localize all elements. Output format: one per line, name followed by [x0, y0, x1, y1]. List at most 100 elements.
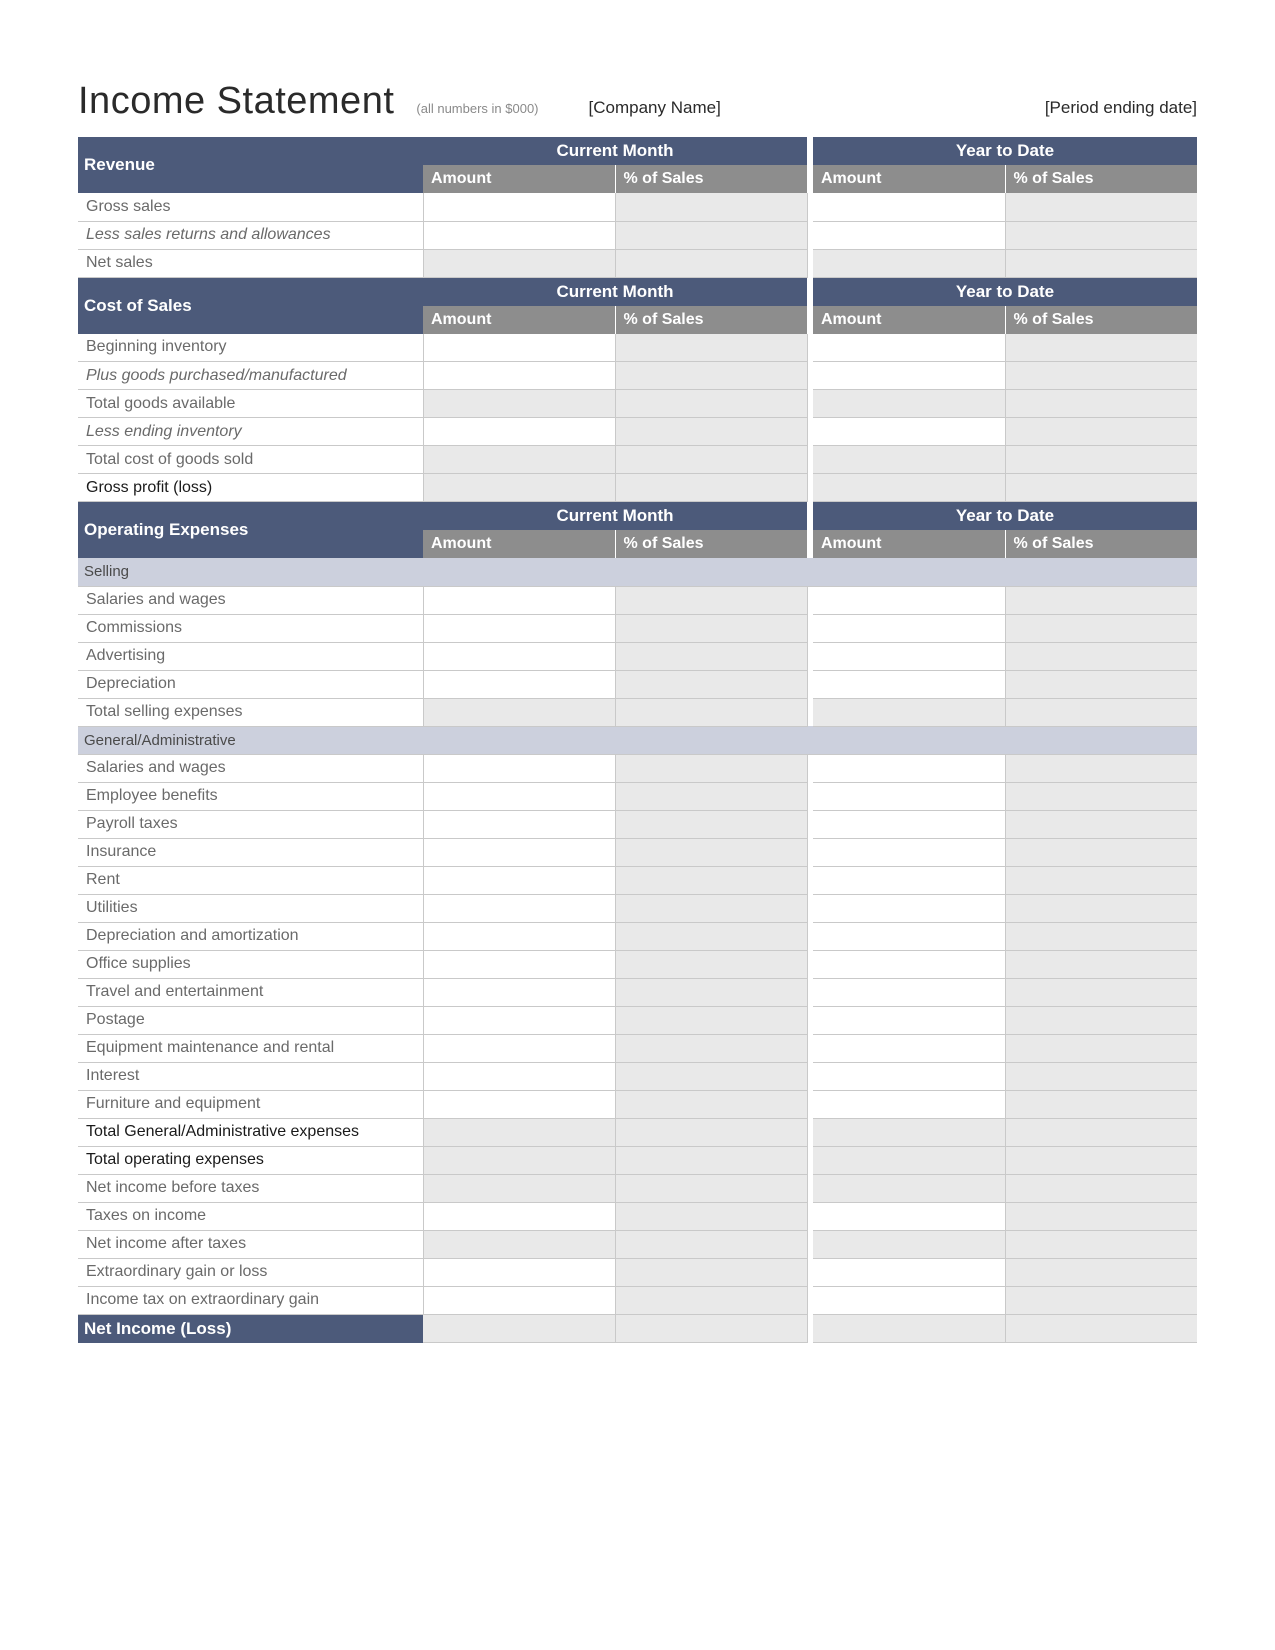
amount-ytd[interactable]	[813, 950, 1005, 978]
amount-cm[interactable]	[423, 586, 615, 614]
row-label: Income tax on extraordinary gain	[78, 1286, 423, 1314]
row-label: Gross profit (loss)	[78, 474, 423, 502]
col-header-amount: Amount	[423, 530, 615, 558]
row-label: Plus goods purchased/manufactured	[78, 362, 423, 390]
pct-cm	[615, 1118, 807, 1146]
amount-cm[interactable]	[423, 810, 615, 838]
pct-cm	[615, 838, 807, 866]
pct-cm	[615, 1202, 807, 1230]
amount-cm[interactable]	[423, 866, 615, 894]
row-label: Postage	[78, 1006, 423, 1034]
amount-cm[interactable]	[423, 782, 615, 810]
amount-cm[interactable]	[423, 334, 615, 362]
amount-ytd[interactable]	[813, 418, 1005, 446]
amount-ytd[interactable]	[813, 1090, 1005, 1118]
amount-cm	[423, 1230, 615, 1258]
amount-cm[interactable]	[423, 754, 615, 782]
amount-ytd[interactable]	[813, 586, 1005, 614]
amount-ytd[interactable]	[813, 1034, 1005, 1062]
amount-cm[interactable]	[423, 838, 615, 866]
period-ending: [Period ending date]	[1045, 98, 1197, 118]
amount-cm[interactable]	[423, 614, 615, 642]
amount-cm[interactable]	[423, 1034, 615, 1062]
amount-ytd[interactable]	[813, 670, 1005, 698]
pct-ytd	[1005, 866, 1197, 894]
row-label: Net sales	[78, 249, 423, 277]
amount-ytd[interactable]	[813, 1062, 1005, 1090]
pct-ytd	[1005, 950, 1197, 978]
pct-cm	[615, 193, 807, 221]
net-income-pct-cm	[615, 1314, 807, 1343]
amount-ytd[interactable]	[813, 838, 1005, 866]
pct-ytd	[1005, 922, 1197, 950]
pct-cm	[615, 670, 807, 698]
pct-cm	[615, 698, 807, 726]
row-label: Employee benefits	[78, 782, 423, 810]
amount-ytd[interactable]	[813, 782, 1005, 810]
amount-ytd[interactable]	[813, 1258, 1005, 1286]
amount-cm[interactable]	[423, 922, 615, 950]
net-income-label: Net Income (Loss)	[78, 1314, 423, 1343]
amount-ytd[interactable]	[813, 1006, 1005, 1034]
row-label: Taxes on income	[78, 1202, 423, 1230]
amount-ytd[interactable]	[813, 221, 1005, 249]
amount-ytd	[813, 249, 1005, 277]
amount-cm[interactable]	[423, 418, 615, 446]
col-header-year-to-date: Year to Date	[813, 502, 1197, 531]
col-header-pct: % of Sales	[615, 530, 807, 558]
amount-ytd[interactable]	[813, 866, 1005, 894]
amount-ytd[interactable]	[813, 754, 1005, 782]
amount-ytd[interactable]	[813, 1202, 1005, 1230]
amount-cm[interactable]	[423, 1202, 615, 1230]
amount-cm[interactable]	[423, 670, 615, 698]
amount-ytd[interactable]	[813, 922, 1005, 950]
row-label: Insurance	[78, 838, 423, 866]
amount-cm[interactable]	[423, 1286, 615, 1314]
pct-ytd	[1005, 1258, 1197, 1286]
col-header-current-month: Current Month	[423, 277, 807, 306]
amount-ytd	[813, 446, 1005, 474]
amount-ytd[interactable]	[813, 1286, 1005, 1314]
pct-cm	[615, 978, 807, 1006]
amount-cm	[423, 446, 615, 474]
row-label: Office supplies	[78, 950, 423, 978]
pct-cm	[615, 474, 807, 502]
row-label: Total goods available	[78, 390, 423, 418]
amount-cm	[423, 249, 615, 277]
amount-cm[interactable]	[423, 1258, 615, 1286]
row-label: Payroll taxes	[78, 810, 423, 838]
amount-ytd[interactable]	[813, 642, 1005, 670]
amount-cm	[423, 474, 615, 502]
amount-ytd[interactable]	[813, 334, 1005, 362]
pct-cm	[615, 782, 807, 810]
section-header-cost-of-sales: Cost of Sales	[78, 277, 423, 334]
net-income-pct-ytd	[1005, 1314, 1197, 1343]
amount-cm[interactable]	[423, 950, 615, 978]
units-note: (all numbers in $000)	[416, 101, 538, 116]
amount-cm[interactable]	[423, 362, 615, 390]
amount-cm[interactable]	[423, 1062, 615, 1090]
amount-cm[interactable]	[423, 1090, 615, 1118]
pct-ytd	[1005, 670, 1197, 698]
row-label: Equipment maintenance and rental	[78, 1034, 423, 1062]
pct-cm	[615, 1034, 807, 1062]
col-header-year-to-date: Year to Date	[813, 137, 1197, 165]
income-statement-page: Income Statement (all numbers in $000) […	[0, 0, 1275, 1343]
amount-cm[interactable]	[423, 221, 615, 249]
amount-cm[interactable]	[423, 978, 615, 1006]
amount-ytd[interactable]	[813, 894, 1005, 922]
pct-cm	[615, 1230, 807, 1258]
amount-ytd[interactable]	[813, 810, 1005, 838]
amount-cm[interactable]	[423, 642, 615, 670]
amount-ytd[interactable]	[813, 362, 1005, 390]
amount-cm[interactable]	[423, 1006, 615, 1034]
net-income-amount-ytd	[813, 1314, 1005, 1343]
amount-ytd[interactable]	[813, 614, 1005, 642]
row-label: Furniture and equipment	[78, 1090, 423, 1118]
amount-ytd[interactable]	[813, 978, 1005, 1006]
amount-ytd[interactable]	[813, 193, 1005, 221]
pct-ytd	[1005, 221, 1197, 249]
amount-cm[interactable]	[423, 894, 615, 922]
amount-cm[interactable]	[423, 193, 615, 221]
pct-ytd	[1005, 193, 1197, 221]
